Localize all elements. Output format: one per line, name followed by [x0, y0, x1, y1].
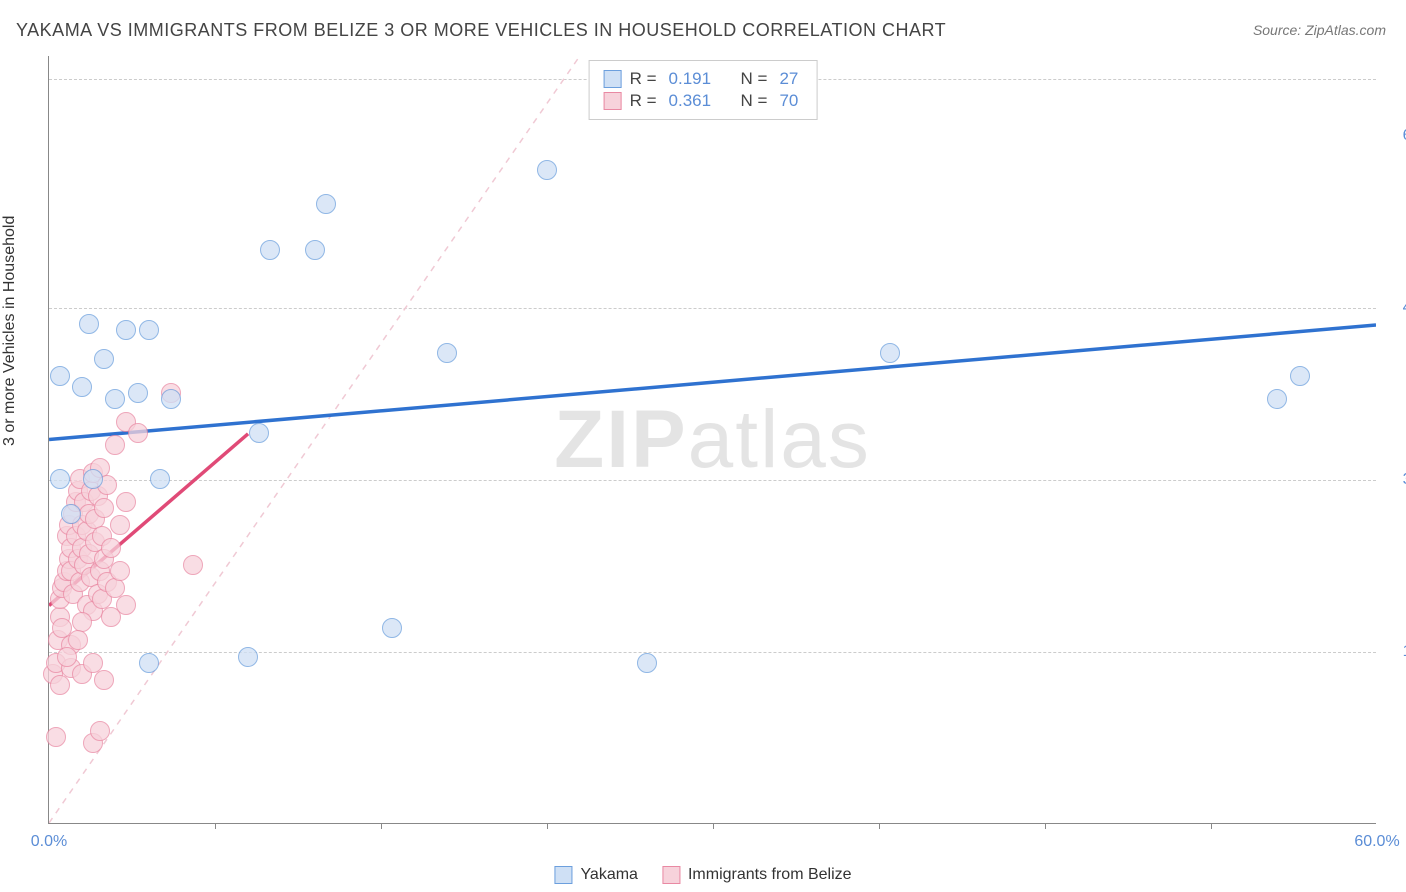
y-tick-label: 30.0%	[1384, 471, 1406, 489]
x-tick-minor	[1211, 823, 1212, 829]
gridline-h	[49, 480, 1376, 481]
data-point-series1	[79, 314, 99, 334]
data-point-series1	[94, 349, 114, 369]
data-point-series1	[61, 504, 81, 524]
data-point-series1	[316, 194, 336, 214]
y-tick-label: 60.0%	[1384, 127, 1406, 145]
legend-item: Immigrants from Belize	[662, 866, 852, 884]
legend-swatch	[662, 866, 680, 884]
x-tick-minor	[1045, 823, 1046, 829]
data-point-series2	[50, 675, 70, 695]
watermark-atlas: atlas	[688, 394, 871, 485]
data-point-series1	[1267, 389, 1287, 409]
legend-swatch	[554, 866, 572, 884]
data-point-series2	[101, 538, 121, 558]
legend-label: Immigrants from Belize	[688, 866, 852, 884]
legend-stat-row: R =0.361 N =70	[604, 91, 803, 111]
data-point-series1	[1290, 366, 1310, 386]
data-point-series2	[94, 670, 114, 690]
data-point-series2	[183, 555, 203, 575]
x-tick-minor	[713, 823, 714, 829]
data-point-series1	[72, 377, 92, 397]
x-tick-minor	[879, 823, 880, 829]
x-tick-minor	[215, 823, 216, 829]
data-point-series1	[150, 469, 170, 489]
data-point-series2	[110, 515, 130, 535]
data-point-series2	[46, 727, 66, 747]
data-point-series1	[238, 647, 258, 667]
y-tick-label: 15.0%	[1384, 643, 1406, 661]
x-tick-label: 0.0%	[31, 833, 67, 851]
data-point-series2	[90, 721, 110, 741]
x-tick-label: 60.0%	[1354, 833, 1399, 851]
legend-swatch	[604, 92, 622, 110]
data-point-series2	[116, 492, 136, 512]
x-tick-minor	[381, 823, 382, 829]
data-point-series2	[68, 630, 88, 650]
data-point-series1	[537, 160, 557, 180]
data-point-series1	[139, 653, 159, 673]
plot-area: ZIPatlas 15.0%30.0%45.0%60.0%0.0%60.0%	[48, 56, 1376, 824]
data-point-series1	[116, 320, 136, 340]
chart-title: YAKAMA VS IMMIGRANTS FROM BELIZE 3 OR MO…	[16, 20, 946, 41]
watermark-zip: ZIP	[554, 394, 688, 485]
legend-stat-row: R =0.191 N =27	[604, 69, 803, 89]
data-point-series1	[128, 383, 148, 403]
y-axis-label: 3 or more Vehicles in Household	[1, 216, 19, 446]
data-point-series1	[382, 618, 402, 638]
data-point-series2	[57, 647, 77, 667]
legend-stats: R =0.191 N =27R =0.361 N =70	[589, 60, 818, 120]
data-point-series1	[305, 240, 325, 260]
data-point-series1	[249, 423, 269, 443]
data-point-series2	[94, 498, 114, 518]
legend-swatch	[604, 70, 622, 88]
data-point-series2	[105, 435, 125, 455]
data-point-series1	[880, 343, 900, 363]
legend-series: Yakama Immigrants from Belize	[554, 866, 851, 884]
legend-label: Yakama	[580, 866, 638, 884]
data-point-series2	[116, 595, 136, 615]
legend-item: Yakama	[554, 866, 638, 884]
data-point-series1	[105, 389, 125, 409]
data-point-series1	[437, 343, 457, 363]
data-point-series1	[50, 469, 70, 489]
data-point-series1	[50, 366, 70, 386]
data-point-series1	[83, 469, 103, 489]
source-credit: Source: ZipAtlas.com	[1253, 22, 1386, 38]
data-point-series1	[161, 389, 181, 409]
watermark: ZIPatlas	[554, 393, 871, 487]
y-tick-label: 45.0%	[1384, 299, 1406, 317]
data-point-series1	[139, 320, 159, 340]
data-point-series2	[110, 561, 130, 581]
x-tick-minor	[547, 823, 548, 829]
data-point-series1	[637, 653, 657, 673]
gridline-h	[49, 308, 1376, 309]
data-point-series2	[128, 423, 148, 443]
trend-lines-svg	[49, 56, 1376, 823]
data-point-series1	[260, 240, 280, 260]
